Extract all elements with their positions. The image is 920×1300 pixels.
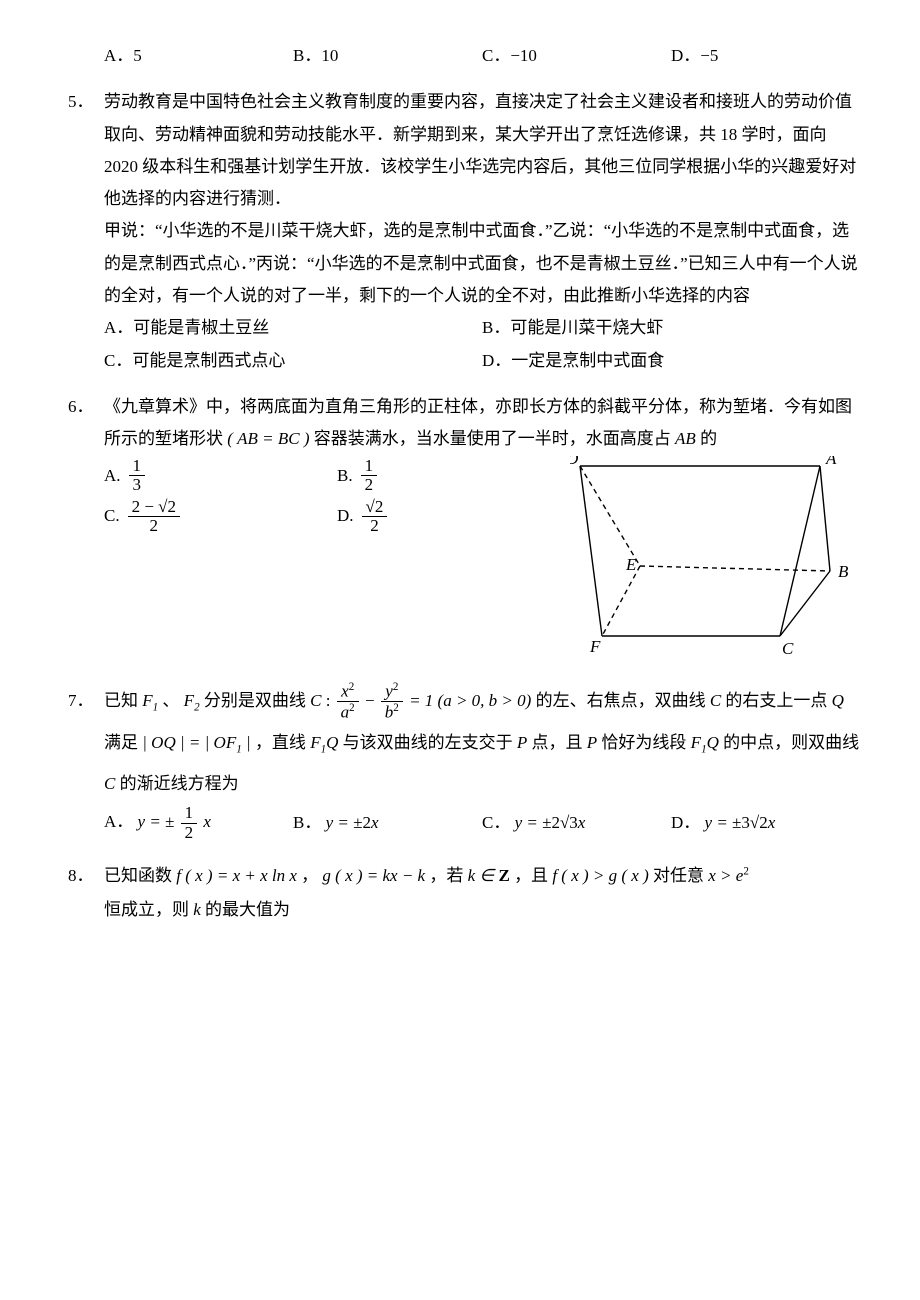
q8-tail2: 的最大值为 [205, 900, 290, 919]
q8-tail: 恒成立，则 [104, 900, 193, 919]
q7-tail3: 满足 [104, 733, 142, 752]
q5-opt-a: A．可能是青椒土豆丝 [104, 312, 482, 344]
q8-gx: g ( x ) = kx − k [322, 866, 425, 885]
svg-text:C: C [782, 639, 794, 656]
q7-frac-x: x2 a2 [337, 681, 359, 723]
q7-Q: Q [832, 691, 844, 710]
frac-d: 2 [362, 517, 388, 536]
q6-ab: AB [675, 429, 696, 448]
q7-tail1: 的左、右焦点，双曲线 [536, 691, 710, 710]
q8-kz: k ∈ Z [468, 866, 510, 885]
q6-opt-c: C. 2 − √2 2 [104, 496, 337, 537]
q7-mid2: 分别是双曲线 [204, 691, 310, 710]
prism-diagram-svg: D A E B F C [570, 456, 860, 656]
q6-text-b: 容器装满水，当水量使用了一半时，水面高度占 [314, 429, 675, 448]
svg-text:A: A [825, 456, 837, 468]
q7-C: C [310, 691, 321, 710]
svg-text:B: B [838, 562, 849, 581]
frac-d: 2 [361, 476, 378, 495]
q4-opt-d: D．−5 [671, 40, 860, 72]
q7-tail2: 的右支上一点 [725, 691, 831, 710]
q8-number: 8． [68, 857, 94, 894]
q8-xgt: x > e2 [708, 866, 749, 885]
q5-opt-c: C．可能是烹制西式点心 [104, 345, 482, 377]
q8-c2: ，若 [429, 866, 467, 885]
q7-tail8: 的中点，则双曲线 [723, 733, 859, 752]
q7-tail5: 与该双曲线的左支交于 [343, 733, 517, 752]
q7-colon: : [326, 691, 331, 710]
svg-text:F: F [589, 637, 601, 656]
q8: 8． 已知函数 f ( x ) = x + x ln x ， g ( x ) =… [60, 857, 860, 927]
q8-forall: 对任意 [653, 866, 708, 885]
q8-lead: 已知函数 [104, 866, 176, 885]
q5-opt-b: B．可能是川菜干烧大虾 [482, 312, 860, 344]
q7-P: P [517, 733, 527, 752]
q7-C3: C [104, 774, 115, 793]
frac-n: √2 [362, 498, 388, 518]
q7-tail6: 点，且 [532, 733, 587, 752]
q7: 7． 已知 F1 、 F2 分别是双曲线 C : x2 a2 − y2 b2 =… [60, 681, 860, 843]
q6-opt-b: B. 1 2 [337, 456, 570, 497]
q6-number: 6． [68, 391, 94, 423]
svg-text:D: D [570, 456, 579, 468]
q6-opt-d-label: D. [337, 496, 354, 537]
q4-opt-b: B．10 [293, 40, 482, 72]
q5-opt-d: D．一定是烹制中式面食 [482, 345, 860, 377]
q5-number: 5． [68, 86, 94, 118]
q6-opt-a-label: A. [104, 456, 121, 497]
q5-para2: 甲说：“小华选的不是川菜干烧大虾，选的是烹制中式面食．”乙说：“小华选的不是烹制… [104, 221, 858, 305]
q4-options: A．5 B．10 C．−10 D．−5 [60, 40, 860, 72]
q8-c1: ， [301, 866, 322, 885]
q7-opt-d: D． y = ±3√2x [671, 807, 860, 839]
q5: 5． 劳动教育是中国特色社会主义教育制度的重要内容，直接决定了社会主义建设者和接… [60, 86, 860, 377]
q7-f2: F2 [184, 691, 200, 710]
frac-n: 1 [361, 457, 378, 477]
q7-tail4: ，直线 [255, 733, 310, 752]
q7-P2: P [587, 733, 597, 752]
q4-opt-a: A．5 [104, 40, 293, 72]
q7-frac-y: y2 b2 [381, 681, 403, 723]
q6-opt-b-label: B. [337, 456, 353, 497]
q7-tail9: 的渐近线方程为 [120, 774, 239, 793]
q7-tail7: 恰好为线段 [601, 733, 690, 752]
q6-opt-b-frac: 1 2 [361, 457, 378, 495]
q7-F1Q: F1Q [310, 733, 338, 752]
q7-eq-right: = 1 (a > 0, b > 0) [409, 691, 531, 710]
q6-opt-a: A. 1 3 [104, 456, 337, 497]
q6-opt-d-frac: √2 2 [362, 498, 388, 536]
q5-para1: 劳动教育是中国特色社会主义教育制度的重要内容，直接决定了社会主义建设者和接班人的… [104, 92, 856, 208]
q7-C2: C [710, 691, 721, 710]
q8-ineq: f ( x ) > g ( x ) [552, 866, 648, 885]
q4-opt-c: C．−10 [482, 40, 671, 72]
q7-opt-b: B． y = ±2x [293, 807, 482, 839]
frac-n: 2 − √2 [128, 498, 180, 518]
q7-f1: F1 [142, 691, 158, 710]
q7-OQ: | OQ | = | OF1 | [142, 733, 250, 752]
frac-d: 2 [128, 517, 180, 536]
q6-opt-c-label: C. [104, 496, 120, 537]
frac-n: 1 [129, 457, 146, 477]
q7-mid1: 、 [162, 691, 179, 710]
q7-opt-a: A． y = ± 12 x [104, 804, 293, 842]
q8-fx: f ( x ) = x + x ln x [176, 866, 297, 885]
q7-minus: − [365, 691, 379, 710]
q6-eq-abbc: ( AB = BC ) [227, 429, 309, 448]
svg-text:E: E [625, 555, 637, 574]
q8-k: k [193, 900, 201, 919]
q7-F1Q2: F1Q [691, 733, 719, 752]
q6-opt-c-frac: 2 − √2 2 [128, 498, 180, 536]
q6-opt-d: D. √2 2 [337, 496, 570, 537]
q6-text-c: 的 [700, 429, 717, 448]
q6-opt-a-frac: 1 3 [129, 457, 146, 495]
frac-d: 3 [129, 476, 146, 495]
q7-opt-c: C． y = ±2√3x [482, 807, 671, 839]
q6: 6． 《九章算术》中，将两底面为直角三角形的正柱体，亦即长方体的斜截平分体，称为… [60, 391, 860, 667]
q8-c3: ，且 [514, 866, 552, 885]
q6-diagram: D A E B F C [570, 456, 860, 667]
q7-lead: 已知 [104, 691, 142, 710]
q7-number: 7． [68, 681, 94, 722]
